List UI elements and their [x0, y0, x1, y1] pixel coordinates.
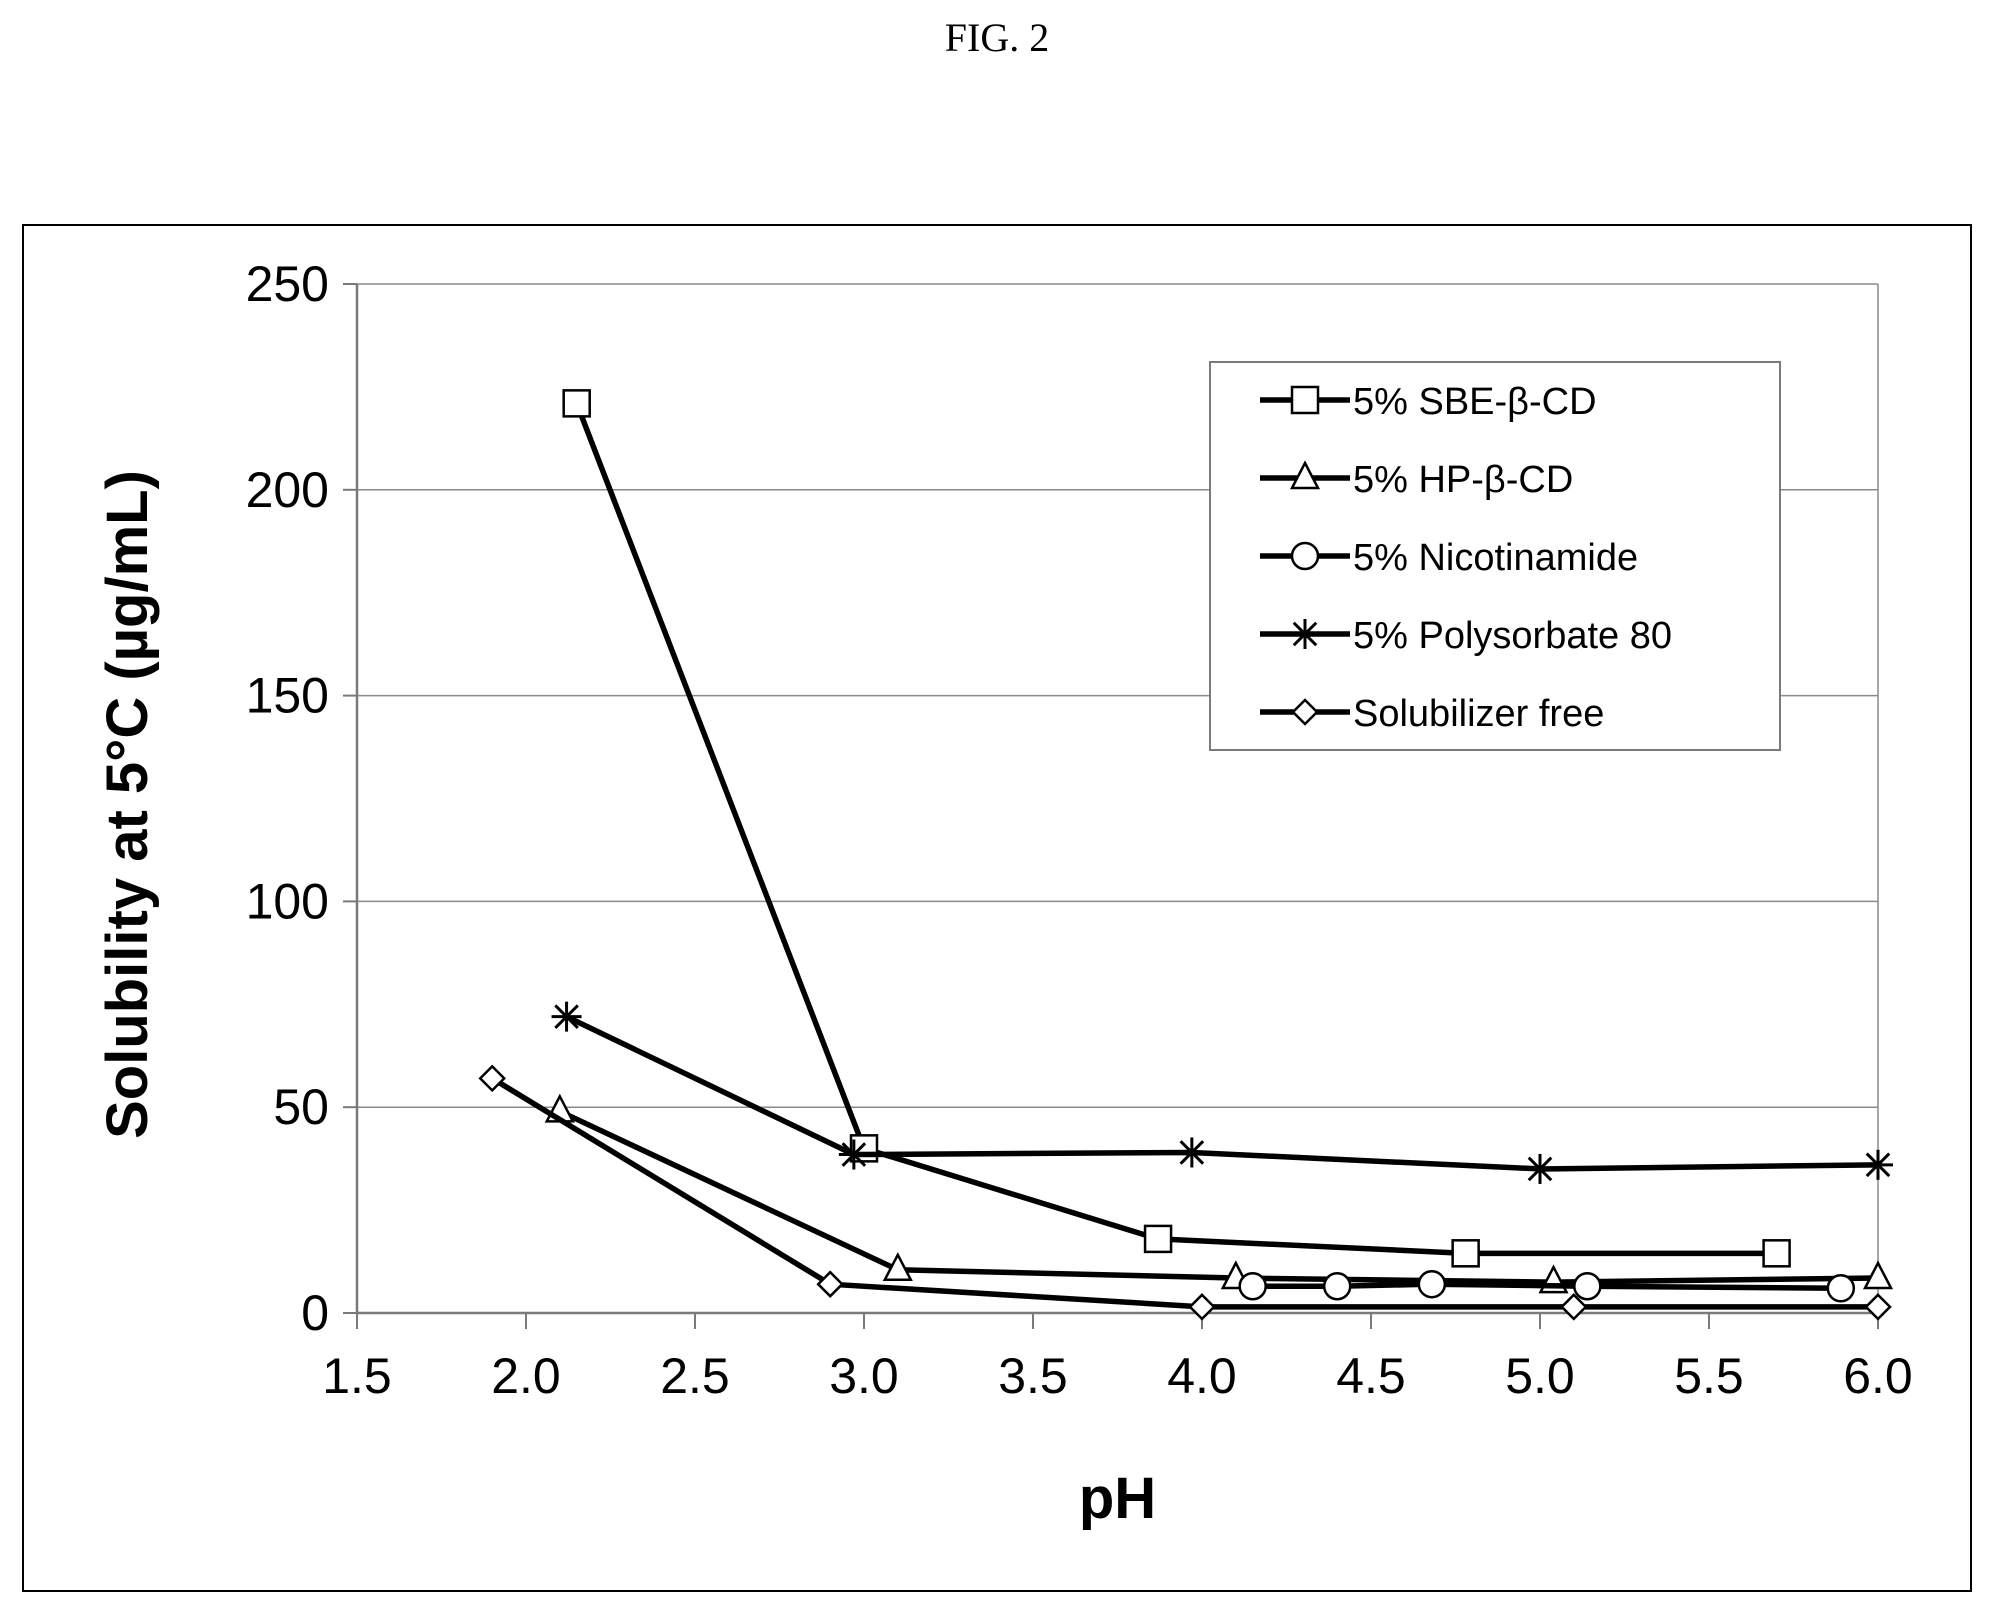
series-4-point-2: [1188, 1293, 1216, 1321]
series-4-point-1: [816, 1270, 844, 1298]
series-4-point-0: [478, 1064, 506, 1093]
series-4-point-4: [1864, 1293, 1892, 1321]
series-3-point-3: [1525, 1153, 1555, 1184]
legend-label-2: 5% Nicotinamide: [1353, 537, 1638, 579]
legend-item-1: 5% HP-β-CD: [1260, 459, 1573, 501]
series-3-point-4: [1863, 1149, 1893, 1180]
series-3-point-1: [838, 1139, 869, 1170]
legend-item-3: 5% Polysorbate 80: [1260, 615, 1672, 657]
series-1: [544, 1093, 1894, 1294]
grid-lines: [357, 283, 1879, 1313]
series-4-line: [490, 1076, 1878, 1310]
legend-item-4: Solubilizer free: [1260, 693, 1604, 735]
y-axis-title: Solubility at 5°C (µg/mL): [95, 470, 160, 1139]
series-2-point-3: [1573, 1271, 1602, 1301]
chart-frame: [22, 224, 1972, 1592]
series-3-line: [565, 1014, 1879, 1172]
x-tick-label-1: 2.0: [491, 1348, 561, 1404]
x-tick-label-7: 5.0: [1505, 1348, 1575, 1404]
legend-item-0: 5% SBE-β-CD: [1260, 381, 1597, 423]
legend-marker-1: [1289, 460, 1321, 490]
series-0: [562, 389, 1791, 1268]
y-tick-label-1: 50: [273, 1079, 329, 1135]
legend: 5% SBE-β-CD 5% HP-β-CD 5% Nicotinamide 5% P…: [1209, 361, 1781, 751]
x-tick-label-0: 1.5: [322, 1348, 392, 1404]
figure-label: FIG. 2: [944, 15, 1050, 60]
legend-marker-4: [1291, 698, 1319, 726]
series-layer: [478, 389, 1894, 1321]
x-tick-label-2: 2.5: [660, 1348, 730, 1404]
legend-marker-0: [1290, 385, 1320, 415]
y-tick-label-4: 200: [246, 462, 329, 518]
x-tick-label-4: 3.5: [998, 1348, 1068, 1404]
x-tick-label-3: 3.0: [829, 1348, 899, 1404]
series-3: [551, 1001, 1893, 1184]
legend-label-4: Solubilizer free: [1353, 693, 1604, 735]
legend-label-3: 5% Polysorbate 80: [1353, 615, 1672, 657]
y-tick-label-2: 100: [246, 873, 329, 929]
series-0-point-4: [1762, 1239, 1791, 1268]
legend-marker-2: [1290, 541, 1320, 571]
legend-label-0: 5% SBE-β-CD: [1353, 381, 1597, 423]
legend-item-2: 5% Nicotinamide: [1260, 537, 1638, 579]
x-tick-label-5: 4.0: [1167, 1348, 1237, 1404]
legend-marker-3: [1290, 619, 1320, 649]
x-tick-label-8: 5.5: [1674, 1348, 1744, 1404]
y-tick-label-3: 150: [246, 668, 329, 724]
series-3-point-0: [551, 1001, 582, 1032]
y-tick-labels: 0 50 100 150 200 250: [246, 256, 329, 1341]
x-tick-label-6: 4.5: [1336, 1348, 1406, 1404]
series-0-point-3: [1451, 1239, 1480, 1268]
axes: [343, 283, 1879, 1329]
series-3-point-2: [1176, 1137, 1207, 1168]
series-0-point-2: [1143, 1224, 1173, 1254]
series-2-point-1: [1322, 1271, 1352, 1301]
series-1-point-1: [882, 1252, 913, 1282]
legend-label-1: 5% HP-β-CD: [1353, 459, 1573, 501]
series-2: [1238, 1269, 1856, 1303]
series-1-line: [558, 1108, 1879, 1285]
series-2-point-4: [1826, 1274, 1856, 1303]
series-2-point-2: [1417, 1269, 1447, 1299]
y-tick-label-5: 250: [246, 256, 329, 312]
x-tick-label-9: 6.0: [1843, 1348, 1913, 1404]
series-4-point-3: [1560, 1293, 1588, 1321]
series-4: [478, 1064, 1892, 1321]
series-2-point-0: [1238, 1271, 1267, 1301]
series-1-point-4: [1862, 1260, 1894, 1290]
x-tick-labels: 1.5 2.0 2.5 3.0 3.5 4.0 4.5 5.0 5.5 6.0: [322, 1348, 1913, 1404]
y-tick-label-0: 0: [301, 1285, 329, 1341]
series-0-point-0: [562, 389, 591, 418]
x-axis-title: pH: [1079, 1466, 1156, 1531]
